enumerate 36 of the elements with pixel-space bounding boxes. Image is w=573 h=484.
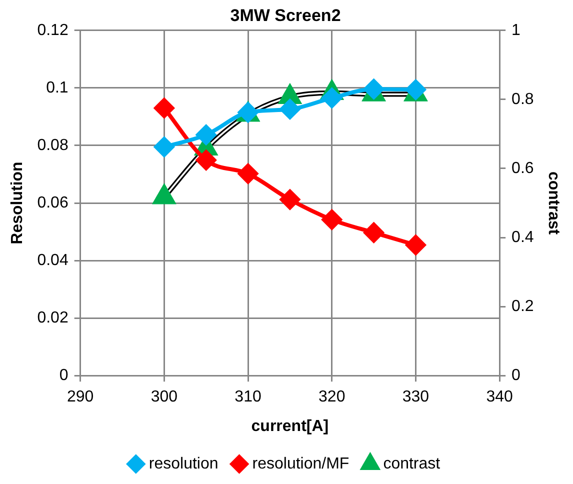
point — [196, 124, 216, 145]
point — [154, 98, 174, 118]
point — [322, 210, 342, 230]
point — [238, 164, 258, 184]
chart-title: 3MW Screen2 — [230, 6, 341, 25]
x-tick-label: 310 — [234, 388, 262, 406]
legend-label: contrast — [383, 455, 441, 472]
x-axis-title: current[A] — [251, 418, 329, 435]
x-tick-label: 330 — [402, 388, 430, 406]
legend-label: resolution — [148, 455, 218, 472]
x-tick-label: 340 — [486, 388, 514, 406]
y-tick-label: 0.1 — [46, 79, 68, 96]
point — [406, 235, 426, 255]
y-tick-label: 0.04 — [37, 252, 68, 269]
point — [364, 222, 384, 243]
point — [280, 190, 300, 210]
y2-tick-label: 1 — [512, 22, 521, 39]
y2-tick-label: 0.4 — [512, 228, 534, 246]
point — [154, 136, 174, 157]
y-tick-label: 0.12 — [37, 22, 68, 39]
y-tick-label: 0.06 — [37, 194, 68, 212]
y2-tick-label: 0.2 — [512, 298, 534, 315]
y2-tick-label: 0.8 — [512, 90, 534, 108]
x-tick-label: 320 — [318, 388, 346, 406]
point — [196, 150, 216, 170]
y-tick-label: 0.02 — [37, 309, 68, 326]
y2-axis-title: contrast — [544, 171, 562, 236]
x-tick-label: 290 — [66, 388, 94, 406]
y-axis-title: Resolution — [9, 162, 26, 244]
legend-label: resolution/MF — [252, 455, 350, 472]
y-tick-label: 0.08 — [37, 136, 68, 154]
point — [280, 99, 300, 120]
y2-tick-label: 0.6 — [512, 160, 534, 177]
y2-tick-label: 0 — [512, 367, 521, 384]
x-tick-label: 300 — [150, 388, 178, 406]
y-tick-label: 0 — [59, 367, 68, 384]
